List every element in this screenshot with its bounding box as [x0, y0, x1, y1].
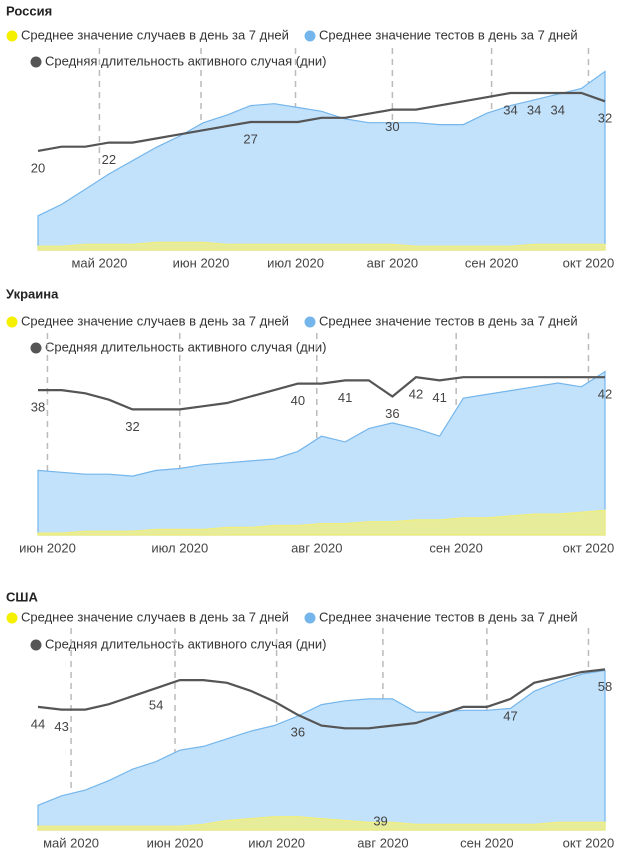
legend-marker [6, 316, 18, 328]
data-label: 32 [125, 419, 139, 434]
x-tick-label: июл 2020 [267, 255, 324, 270]
legend-label: Среднее значение случаев в день за 7 дне… [21, 609, 289, 624]
legend-label: Среднее значение тестов в день за 7 дней [319, 313, 578, 328]
x-tick-label: сен 2020 [429, 540, 482, 555]
line [37, 668, 606, 730]
x-tick-label: авг 2020 [291, 540, 342, 555]
legend-marker [30, 56, 42, 68]
area [37, 816, 606, 831]
legend-marker [6, 612, 18, 624]
legend-label: Среднее значение случаев в день за 7 дне… [21, 27, 289, 42]
legend-label: Средняя длительность активного случая (д… [45, 339, 326, 354]
data-label: 27 [243, 131, 257, 146]
data-label: 36 [291, 724, 305, 739]
data-label: 40 [291, 393, 305, 408]
data-label: 34 [527, 102, 541, 117]
line [37, 91, 606, 152]
legend-label: Средняя длительность активного случая (д… [45, 636, 326, 651]
data-label: 54 [149, 698, 163, 713]
data-label: 22 [102, 152, 116, 167]
legend-label: Средняя длительность активного случая (д… [45, 53, 326, 68]
data-label: 43 [54, 719, 68, 734]
data-label: 42 [409, 387, 423, 402]
data-label: 30 [385, 119, 399, 134]
legend-label: Среднее значение тестов в день за 7 дней [319, 27, 578, 42]
data-label: 58 [598, 679, 612, 694]
legend-marker [304, 316, 316, 328]
data-label: 32 [598, 111, 612, 126]
area [37, 509, 606, 536]
annotation: 39 [373, 813, 387, 828]
legend-marker [304, 30, 316, 42]
x-tick-label: июн 2020 [19, 540, 76, 555]
area [37, 370, 606, 536]
chart-title: Украина [6, 286, 59, 301]
x-tick-label: окт 2020 [563, 255, 615, 270]
x-tick-label: авг 2020 [357, 835, 408, 850]
x-tick-label: окт 2020 [563, 540, 615, 555]
data-label: 44 [31, 716, 45, 731]
area [37, 241, 606, 251]
data-label: 34 [503, 102, 517, 117]
legend-marker [30, 639, 42, 651]
data-label: 20 [31, 160, 45, 175]
data-label: 34 [551, 102, 565, 117]
legend-marker [30, 342, 42, 354]
line [38, 376, 605, 411]
x-tick-label: сен 2020 [460, 835, 513, 850]
data-label: 42 [598, 387, 612, 402]
x-tick-label: июл 2020 [248, 835, 305, 850]
x-tick-label: июн 2020 [173, 255, 230, 270]
area [37, 70, 606, 251]
chart-title: Россия [6, 3, 52, 18]
data-label: 36 [385, 406, 399, 421]
area [37, 669, 606, 831]
legend-marker [304, 612, 316, 624]
x-tick-label: сен 2020 [465, 255, 518, 270]
x-tick-label: май 2020 [71, 255, 127, 270]
data-label: 47 [503, 708, 517, 723]
data-label: 41 [338, 390, 352, 405]
x-tick-label: июл 2020 [151, 540, 208, 555]
x-tick-label: окт 2020 [563, 835, 615, 850]
x-tick-label: июн 2020 [147, 835, 204, 850]
x-tick-label: авг 2020 [367, 255, 418, 270]
x-tick-label: май 2020 [43, 835, 99, 850]
data-label: 41 [432, 390, 446, 405]
legend-label: Среднее значение тестов в день за 7 дней [319, 609, 578, 624]
legend-label: Среднее значение случаев в день за 7 дне… [21, 313, 289, 328]
chart-title: США [6, 589, 38, 604]
data-label: 38 [31, 400, 45, 415]
legend-marker [6, 30, 18, 42]
